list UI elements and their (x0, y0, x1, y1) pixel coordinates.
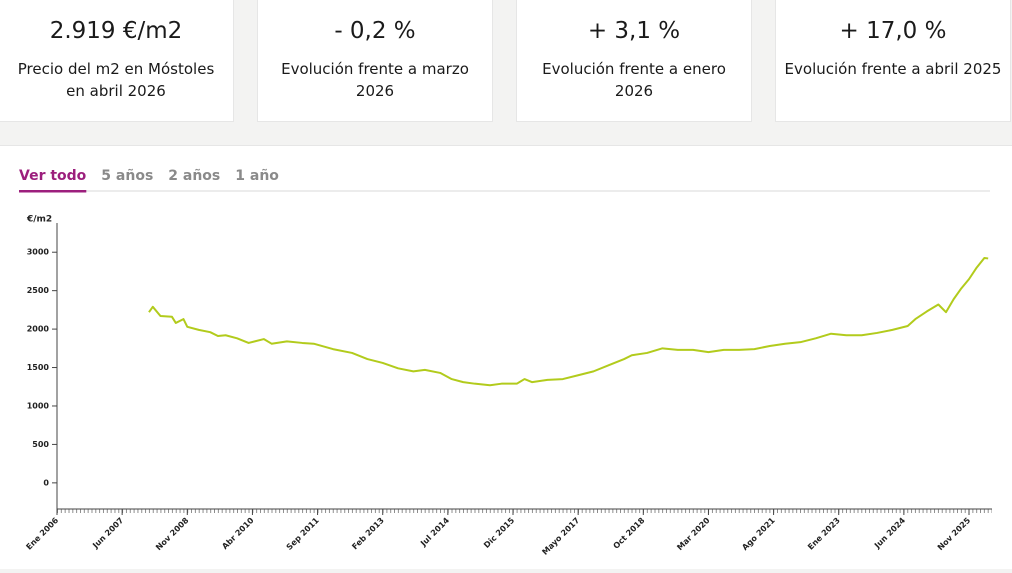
tab[interactable]: Ver todo (19, 168, 87, 184)
stat-value: + 17,0 % (839, 18, 947, 44)
y-tick-label: 500 (32, 440, 49, 449)
stat-label: Evolución frente a marzo 2026 (281, 60, 469, 100)
chart: €/m2 Ver todo 5 años 2 años 1 año 0 500 1000 15… (19, 168, 992, 557)
x-tick-label: Mar 2020 (675, 516, 712, 553)
price-line (148, 256, 989, 387)
chart-panel: €/m2 Ver todo 5 años 2 años 1 año 0 500 1000 15… (0, 145, 1012, 569)
stat-label: Evolución frente a abril 2025 (784, 60, 1002, 78)
minor-ticks (57, 509, 992, 513)
stat-label: Precio del m2 en Móstoles en abril 2026 (17, 60, 215, 100)
x-tick-label: Ene 2006 (24, 516, 60, 552)
x-tick-label: Abr 2010 (220, 516, 256, 552)
stat-card: 2.919 €/m2 Precio del m2 en Móstoles en a… (0, 0, 234, 122)
x-tick-label: Oct 2018 (612, 516, 647, 551)
x-tick-label: Ene 2023 (806, 516, 842, 552)
x-tick-label: Feb 2013 (350, 516, 386, 552)
x-tick-label: Dic 2015 (482, 516, 516, 550)
x-tick-label: Jul 2014 (418, 516, 451, 549)
y-tick-label: 2500 (27, 286, 50, 295)
stat-card: - 0,2 % Evolución frente a marzo 2026 (257, 0, 493, 122)
stat-label: Evolución frente a enero 2026 (542, 60, 726, 100)
x-tick-label: Ago 2021 (740, 516, 777, 553)
x-tick-label: Jun 2007 (90, 516, 125, 551)
y-tick-label: 0 (43, 478, 49, 487)
y-tick-label: 2000 (27, 325, 50, 334)
stat-value: + 3,1 % (587, 18, 681, 44)
x-tick-label: Nov 2025 (936, 516, 973, 553)
y-tick-label: 3000 (27, 248, 50, 257)
tab[interactable]: 2 años (168, 168, 220, 184)
y-tick-label: 1000 (27, 401, 50, 410)
tab-active-underline (19, 190, 87, 193)
x-tick-label: Sep 2011 (285, 516, 321, 552)
stat-card: + 3,1 % Evolución frente a enero 2026 (516, 0, 752, 122)
stat-card: + 17,0 % Evolución frente a abril 2025 (775, 0, 1011, 122)
y-tick-label: 1500 (27, 363, 50, 372)
x-tick-label: Jun 2024 (872, 516, 907, 551)
x-tick-label: Mayo 2017 (540, 516, 581, 557)
tab[interactable]: 5 años (101, 168, 153, 184)
stat-value: - 0,2 % (334, 18, 416, 44)
tab[interactable]: 1 año (235, 168, 279, 184)
stat-value: 2.919 €/m2 (49, 18, 183, 44)
y-axis-label: €/m2 (26, 215, 52, 225)
x-tick-label: Nov 2008 (154, 516, 191, 553)
